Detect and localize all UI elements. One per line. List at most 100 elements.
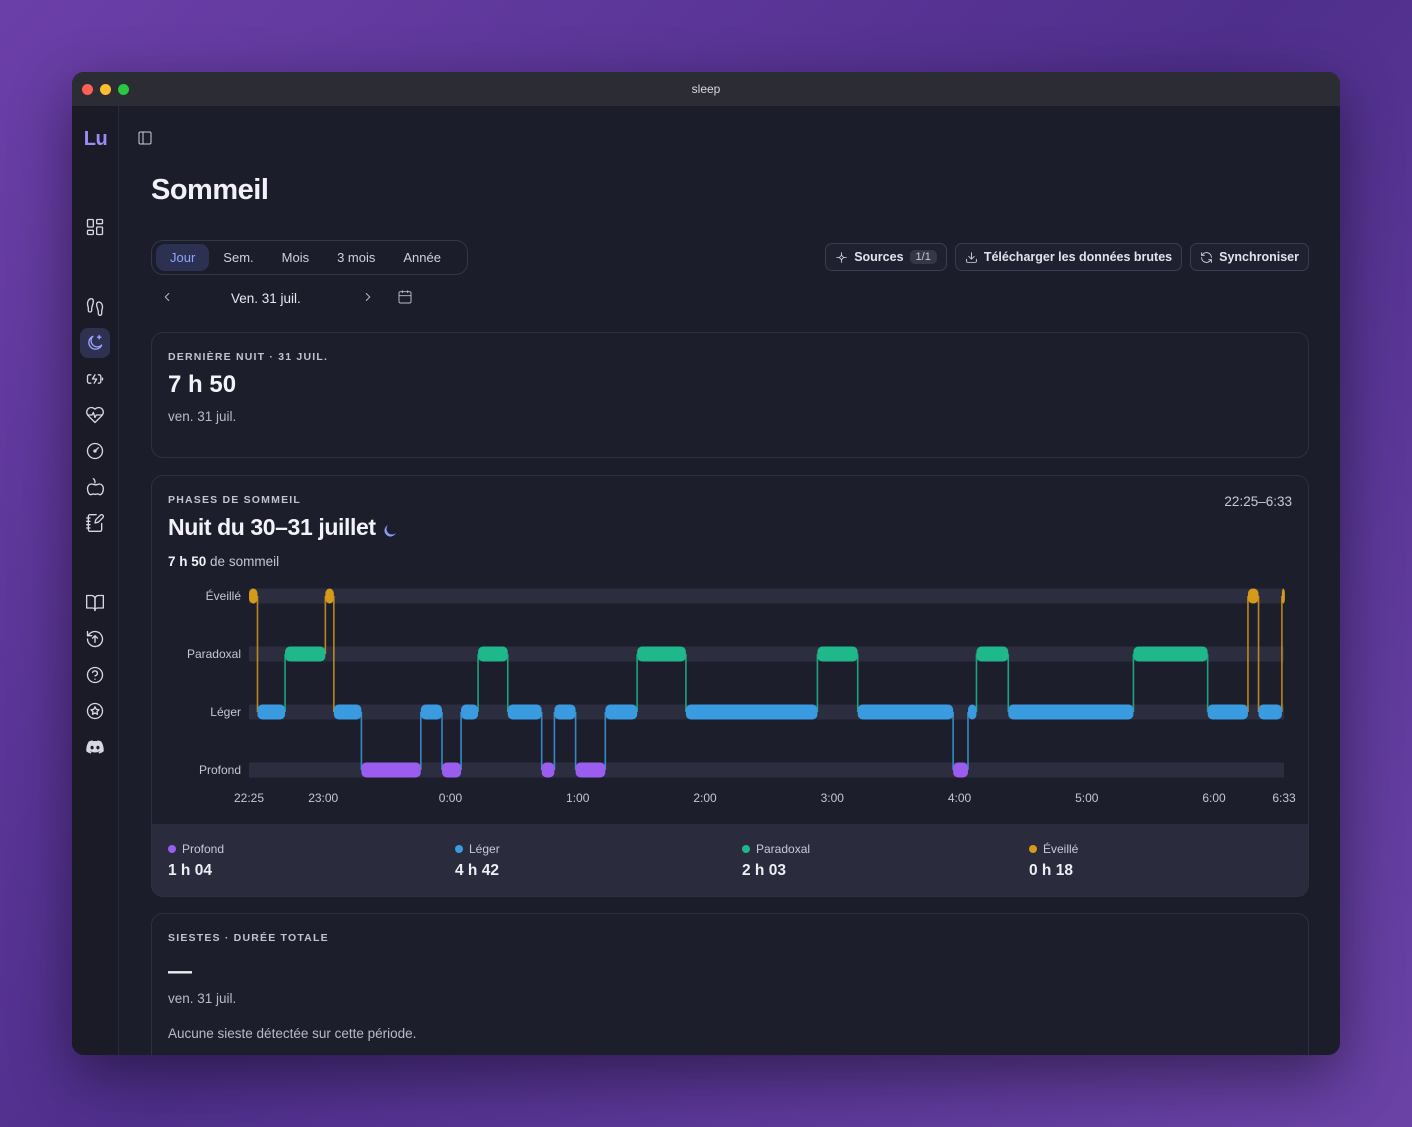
stage-segment [1008, 704, 1134, 720]
tab-year[interactable]: Année [403, 250, 441, 265]
badge-settings-icon [86, 702, 104, 720]
sidebar-item-import[interactable] [80, 624, 110, 654]
page-title: Sommeil [151, 174, 269, 206]
stage-label: Éveillé [206, 588, 242, 603]
night-title-text: Nuit du 30–31 juillet [168, 514, 376, 540]
stage-segment [461, 704, 479, 720]
legend-awake-value: 0 h 18 [1029, 862, 1073, 879]
x-tick-label: 3:00 [821, 791, 845, 805]
x-tick-label: 4:00 [948, 791, 972, 805]
stage-segment [1133, 646, 1208, 662]
legend-light-label: Léger [469, 842, 500, 856]
moon-icon [381, 519, 399, 537]
naps-empty-note: Aucune sieste détectée sur cette période… [168, 1026, 417, 1041]
sidebar-item-guide[interactable] [80, 588, 110, 618]
x-tick-label: 0:00 [439, 791, 463, 805]
naps-kicker: SIESTES · DURÉE TOTALE [168, 932, 329, 944]
stage-segment [361, 762, 421, 778]
stage-track [249, 762, 1284, 778]
notebook-pen-icon [86, 514, 104, 532]
stage-segment [507, 704, 542, 720]
current-date-label: Ven. 31 juil. [231, 291, 301, 306]
previous-day-button[interactable] [160, 290, 176, 306]
last-night-card: DERNIÈRE NUIT · 31 JUIL. 7 h 50 ven. 31 … [151, 332, 1309, 458]
stage-segment [817, 646, 858, 662]
rem-dot-icon [742, 845, 750, 853]
sync-button[interactable]: Synchroniser [1190, 243, 1309, 271]
legend-item-awake: Éveillé 0 h 18 [1029, 842, 1078, 880]
discord-icon [86, 740, 104, 754]
tab-3-months[interactable]: 3 mois [337, 250, 376, 265]
book-open-icon [86, 594, 105, 612]
x-tick-label: 6:33 [1272, 791, 1296, 805]
stage-segment [1207, 704, 1248, 720]
period-tabs: Jour Sem. Mois 3 mois Année [151, 240, 468, 275]
sleep-summary-suffix: de sommeil [210, 554, 280, 569]
hypnogram-chart: Éveillé Paradoxal Léger Profond 22:25 23:00 0:… [187, 588, 1296, 805]
date-navigator: Ven. 31 juil. [151, 288, 421, 310]
light-dot-icon [455, 845, 463, 853]
tab-week[interactable]: Sem. [223, 250, 254, 265]
stage-segment [575, 762, 606, 778]
naps-total-value: — [168, 958, 192, 985]
minimize-window-button[interactable] [100, 84, 111, 95]
x-tick-label: 1:00 [566, 791, 590, 805]
stage-segment [249, 588, 258, 604]
sidebar-item-energy[interactable] [80, 364, 110, 394]
stage-segment [605, 704, 638, 720]
night-title: Nuit du 30–31 juillet [168, 514, 399, 541]
legend-deep-label: Profond [182, 842, 225, 856]
refresh-icon [1201, 251, 1212, 263]
naps-card: SIESTES · DURÉE TOTALE — ven. 31 juil. A… [151, 913, 1309, 1055]
sidebar-item-heart[interactable] [80, 400, 110, 430]
heart-pulse-icon [86, 406, 105, 424]
stage-segment [333, 704, 362, 720]
zoom-window-button[interactable] [118, 84, 129, 95]
sidebar-item-activity[interactable] [80, 292, 110, 322]
stage-segment [325, 588, 334, 604]
close-window-button[interactable] [82, 84, 93, 95]
download-icon [966, 251, 977, 263]
last-night-duration: 7 h 50 [168, 371, 237, 398]
moon-icon [88, 334, 103, 350]
sources-label: Sources [854, 250, 904, 264]
sidebar-item-performance[interactable] [80, 436, 110, 466]
calendar-icon [398, 290, 412, 304]
stage-segment [1281, 588, 1285, 604]
apple-icon [86, 478, 105, 496]
sidebar-toggle-icon [138, 131, 152, 145]
sidebar-item-help[interactable] [80, 660, 110, 690]
calendar-button[interactable] [397, 289, 413, 310]
sidebar-item-settings[interactable] [80, 696, 110, 726]
stage-track [249, 588, 1284, 604]
sleep-summary-value: 7 h 50 [168, 554, 207, 569]
next-day-button[interactable] [361, 290, 377, 306]
app-logo: Lu [83, 128, 108, 150]
sidebar-item-journal[interactable] [80, 508, 110, 538]
x-tick-label: 5:00 [1075, 791, 1099, 805]
download-raw-data-button[interactable]: Télécharger les données brutes [954, 243, 1183, 271]
sleep-summary: 7 h 50 de sommeil [168, 554, 279, 569]
app-window: sleep Lu [72, 72, 1340, 1055]
tab-month[interactable]: Mois [281, 250, 310, 265]
stage-segment [420, 704, 443, 720]
sidebar-item-discord[interactable] [80, 732, 110, 762]
window-controls [82, 84, 129, 95]
phases-kicker: PHASES DE SOMMEIL [168, 494, 301, 506]
x-tick-label: 22:25 [234, 791, 264, 805]
dashboard-grid-icon [86, 218, 104, 236]
sidebar-item-nutrition[interactable] [80, 472, 110, 502]
stage-segment [442, 762, 462, 778]
toggle-sidebar-button[interactable] [137, 130, 155, 148]
sources-button[interactable]: Sources 1/1 [825, 243, 947, 271]
sidebar-item-dashboard[interactable] [80, 212, 110, 242]
last-night-date: ven. 31 juil. [168, 409, 237, 424]
tab-day[interactable]: Jour [156, 244, 210, 271]
stage-segment [976, 646, 1009, 662]
download-label: Télécharger les données brutes [983, 250, 1173, 264]
sleep-phases-card: PHASES DE SOMMEIL 22:25–6:33 Nuit du 30–… [151, 475, 1309, 897]
title-bar: sleep [72, 72, 1340, 106]
stage-segment [685, 704, 818, 720]
sidebar-item-sleep[interactable] [80, 328, 110, 358]
stage-label: Profond [199, 763, 241, 777]
